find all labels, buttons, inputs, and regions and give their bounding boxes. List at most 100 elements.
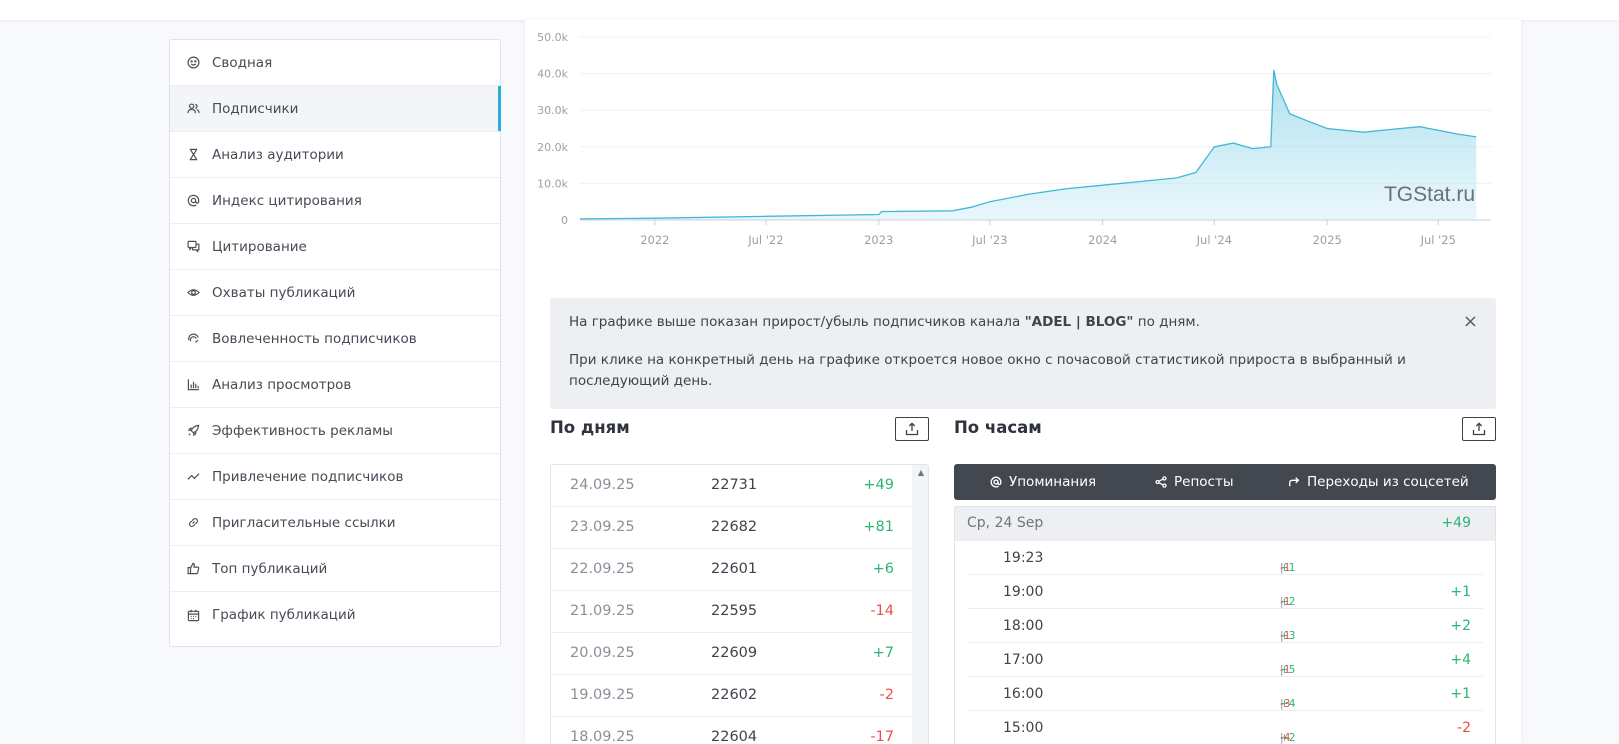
sidebar-item-label: Пригласительные ссылки (212, 514, 396, 531)
table-row[interactable]: 22.09.25 22601 +6 (551, 549, 912, 591)
row-time: 19:23 (1003, 550, 1044, 566)
scroll-up-icon[interactable]: ▲ (917, 468, 924, 477)
row-date: 22.09.25 (570, 561, 635, 577)
sidebar-item-audience[interactable]: Анализ аудитории (170, 132, 500, 178)
y-tick-label: 30.0k (537, 104, 568, 117)
sidebar-item-label: Подписчики (212, 100, 299, 117)
row-date: 20.09.25 (570, 645, 635, 661)
table-row[interactable]: 20.09.25 22609 +7 (551, 633, 912, 675)
table-row[interactable]: 15:00 +2 | -4 -2 (967, 711, 1483, 744)
table-row[interactable]: 23.09.25 22682 +81 (551, 507, 912, 549)
calendar-icon (186, 608, 200, 622)
thumbs-up-icon (186, 562, 200, 576)
sidebar-item-subscribers[interactable]: Подписчики (170, 86, 501, 132)
table-row[interactable]: 17:00 +5 | -1 +4 (967, 643, 1483, 677)
tab-label: Переходы из соцсетей (1307, 474, 1469, 490)
row-diff: -17 (870, 729, 894, 744)
sidebar-item-summary[interactable]: Сводная (170, 40, 500, 86)
table-row[interactable]: 18.09.25 22604 -17 (551, 717, 912, 744)
row-time: 18:00 (1003, 618, 1044, 634)
table-row[interactable]: 24.09.25 22731 +49 (551, 465, 912, 507)
info-alert: На графике выше показан прирост/убыль по… (550, 298, 1496, 409)
sidebar-item-ads[interactable]: Эффективность рекламы (170, 408, 500, 454)
row-time: 15:00 (1003, 720, 1044, 736)
sidebar-item-reach[interactable]: Охваты публикаций (170, 270, 500, 316)
sidebar-item-top-posts[interactable]: Топ публикаций (170, 546, 500, 592)
upload-icon (905, 422, 919, 436)
subscribers-chart-svg[interactable]: 0 10.0k 20.0k 30.0k 40.0k 50.0k 2022 Jul '22 202… (525, 20, 1521, 280)
table-row[interactable]: 19:23 +1 | -1 (967, 541, 1483, 575)
x-tick-label: 2022 (640, 233, 669, 247)
row-diff: +6 (872, 561, 894, 577)
y-tick-label: 10.0k (537, 177, 568, 190)
days-title: По дням (550, 418, 630, 437)
alert-line-1: На графике выше показан прирост/убыль по… (569, 312, 1477, 333)
row-diff: -2 (879, 687, 894, 703)
sidebar-item-engagement[interactable]: Вовлеченность подписчиков (170, 316, 500, 362)
alert-line-2: При клике на конкретный день на графике … (569, 352, 1406, 389)
day-group-header[interactable]: Ср, 24 Sep +49 (955, 507, 1495, 541)
sidebar-item-citations[interactable]: Цитирование (170, 224, 500, 270)
sidebar-item-invite-links[interactable]: Пригласительные ссылки (170, 500, 500, 546)
sidebar-item-views[interactable]: Анализ просмотров (170, 362, 500, 408)
row-minus: -3 (1280, 698, 1291, 710)
alert-text-end: по дням. (1133, 314, 1200, 330)
top-bar (0, 0, 1619, 20)
sidebar-item-label: Сводная (212, 54, 273, 71)
hours-table[interactable]: Ср, 24 Sep +49 19:23 +1 | -1 19:00 +2 | … (954, 506, 1496, 744)
at-icon (990, 476, 1002, 488)
table-row[interactable]: 19.09.25 22602 -2 (551, 675, 912, 717)
sidebar-item-label: Анализ просмотров (212, 376, 352, 393)
x-tick-label: Jul '23 (971, 233, 1007, 247)
row-time: 17:00 (1003, 652, 1044, 668)
hours-title: По часам (954, 418, 1042, 437)
table-row[interactable]: 18:00 +3 | -1 +2 (967, 609, 1483, 643)
forward-icon (1289, 477, 1300, 487)
link-icon (186, 516, 200, 530)
row-net: +2 (1450, 618, 1471, 634)
series-line[interactable] (579, 69, 1477, 220)
chat-icon (186, 240, 200, 254)
table-row[interactable]: 19:00 +2 | -1 +1 (967, 575, 1483, 609)
table-row[interactable]: 21.09.25 22595 -14 (551, 591, 912, 633)
row-value: 22595 (711, 603, 758, 619)
row-net: +1 (1450, 686, 1471, 702)
hours-tabs: Упоминания Репосты Переходы из соцсетей (954, 464, 1496, 500)
hours-export-button[interactable] (1462, 417, 1496, 441)
tab-social-referrals[interactable]: Переходы из соцсетей (1288, 474, 1469, 490)
row-plus: +1 (1280, 562, 1296, 574)
tab-reposts[interactable]: Репосты (1155, 474, 1233, 490)
sidebar-item-schedule[interactable]: График публикаций (170, 592, 500, 638)
row-value: 22731 (711, 477, 758, 493)
tab-label: Упоминания (1009, 474, 1097, 490)
days-table[interactable]: 24.09.25 22731 +49 23.09.25 22682 +81 22… (550, 464, 929, 744)
y-tick-label: 0 (561, 214, 568, 227)
tab-mentions[interactable]: Упоминания (990, 474, 1096, 490)
group-date: Ср, 24 Sep (967, 515, 1044, 531)
subscribers-chart[interactable]: 0 10.0k 20.0k 30.0k 40.0k 50.0k 2022 Jul '22 202… (525, 20, 1521, 280)
x-tick-label: 2025 (1313, 233, 1342, 247)
x-tick-label: 2023 (864, 233, 893, 247)
row-value: 22682 (711, 519, 758, 535)
row-minus: -1 (1280, 664, 1291, 676)
row-date: 23.09.25 (570, 519, 635, 535)
close-icon[interactable]: × (1462, 311, 1478, 332)
row-plus: +5 (1280, 664, 1296, 676)
sidebar-item-attraction[interactable]: Привлечение подписчиков (170, 454, 500, 500)
share-icon (1155, 476, 1167, 488)
sidebar-item-label: График публикаций (212, 607, 356, 623)
row-time: 16:00 (1003, 686, 1044, 702)
users-icon (186, 102, 200, 116)
sidebar-item-citation-index[interactable]: Индекс цитирования (170, 178, 500, 224)
engagement-icon (186, 332, 200, 346)
row-diff: +81 (863, 519, 894, 535)
row-diff: -14 (870, 603, 894, 619)
row-value: 22609 (711, 645, 758, 661)
days-export-button[interactable] (895, 417, 929, 441)
sidebar-item-label: Вовлеченность подписчиков (212, 330, 417, 347)
smile-icon (186, 56, 200, 70)
table-row[interactable]: 16:00 +4 | -3 +1 (967, 677, 1483, 711)
days-scrollbar[interactable]: ▲ (912, 465, 928, 744)
channel-name: "ADEL | BLOG" (1024, 314, 1134, 330)
row-minus: -1 (1280, 596, 1291, 608)
